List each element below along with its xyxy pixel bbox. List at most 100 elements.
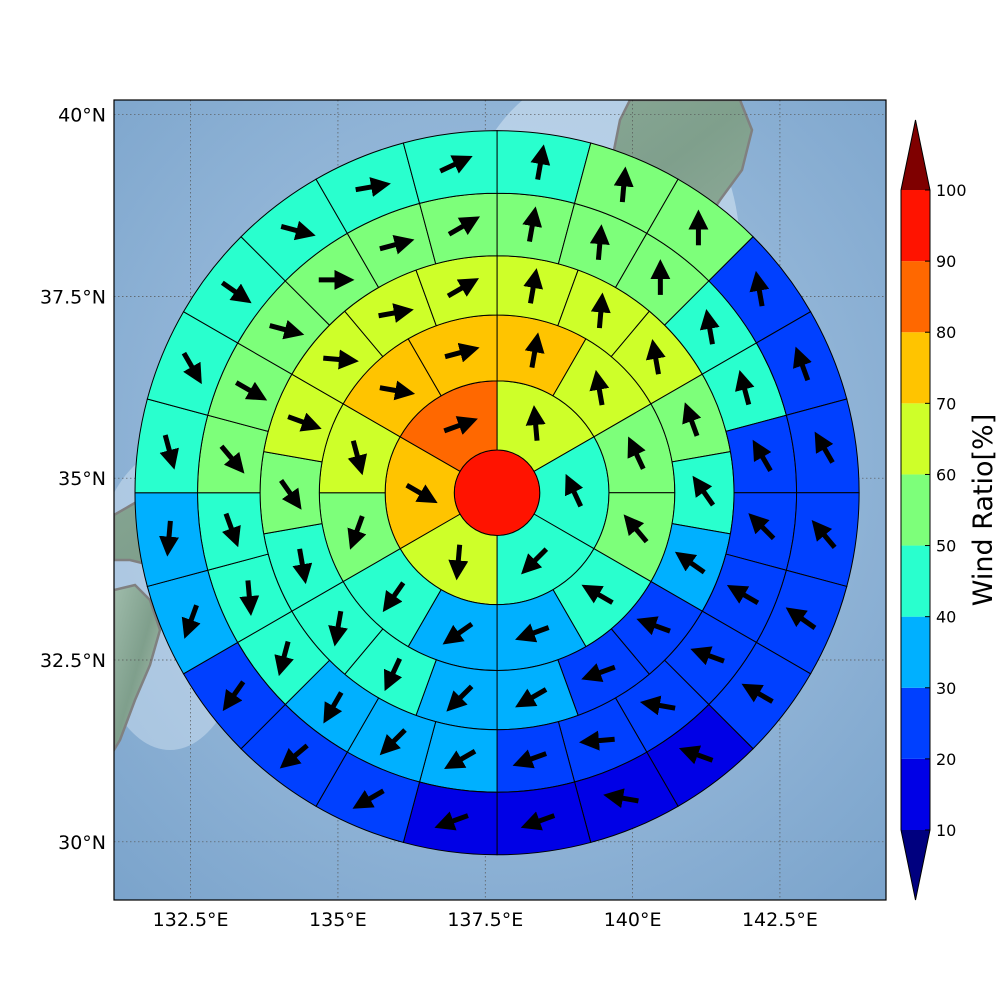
wind-arrow (347, 440, 368, 476)
wind-arrow (579, 730, 615, 751)
wind-arrow (446, 278, 480, 299)
wind-arrow (515, 623, 550, 643)
colorbar-bin (901, 190, 930, 262)
x-tick-label: 137.5°E (447, 909, 523, 931)
colorbar-tick-label: 20 (936, 750, 956, 769)
y-tick-label: 35°N (58, 468, 106, 490)
wind-arrow (735, 370, 755, 406)
wind-direction-arrows (159, 144, 837, 831)
wind-arrow (382, 581, 406, 613)
wind-arrow (279, 743, 309, 769)
wind-arrow (699, 308, 720, 345)
colorbar-label: Wind Ratio[%] (968, 414, 999, 606)
wind-arrow (525, 405, 546, 441)
wind-arrow (159, 520, 179, 557)
colorbar-tick-label: 40 (936, 608, 956, 627)
wind-arrow (383, 657, 403, 692)
kyushu-land (114, 583, 162, 753)
wind-arrow (524, 332, 545, 369)
wind-arrow (741, 683, 774, 704)
y-tick-label: 40°N (58, 105, 106, 127)
wind-arrow (347, 515, 367, 550)
y-tick-label: 37.5°N (40, 286, 106, 308)
wind-arrow (639, 695, 676, 716)
wind-arrow (726, 585, 760, 606)
wind-arrow (328, 610, 348, 647)
wind-arrow (603, 788, 639, 809)
wind-arrow (690, 646, 725, 666)
y-axis-ticks: 30°N 32.5°N 35°N 37.5°N 40°N (40, 105, 106, 854)
wind-arrow (627, 436, 646, 470)
wind-arrow (521, 547, 549, 575)
colorbar-tick-label: 80 (936, 323, 956, 342)
wind-arrow (442, 621, 474, 645)
wind-arrow (444, 749, 477, 770)
wind-arrow (352, 788, 385, 809)
wind-arrow (678, 745, 714, 765)
colorbar-tick-label: 90 (936, 252, 956, 271)
wind-arrow (355, 177, 391, 197)
wind-arrow (581, 663, 616, 682)
wind-arrow (749, 270, 770, 307)
colorbar-bin (901, 261, 930, 333)
colorbar-tick-label: 100 (936, 181, 967, 200)
wind-arrow (565, 473, 584, 508)
wind-arrow (323, 691, 344, 724)
wind-arrow (447, 216, 481, 237)
wind-arrow (280, 220, 316, 241)
colorbar-tick-label: 50 (936, 537, 956, 556)
wind-arrow (222, 680, 246, 712)
wind-arrow (323, 349, 359, 370)
wind-arrow (645, 339, 666, 375)
wind-arrow (274, 640, 294, 677)
wind-arrow (752, 439, 773, 472)
colorbar-tick-label: 60 (936, 465, 956, 484)
wind-arrow (181, 604, 201, 639)
wind-arrow (379, 728, 407, 756)
x-tick-label: 140°E (604, 909, 662, 931)
wind-arrow (636, 616, 671, 636)
wind-arrow (448, 544, 469, 581)
sector-cell (134, 492, 209, 588)
wind-arrow (234, 380, 268, 401)
wind-ratio-sectors (134, 130, 860, 856)
wind-arrow (181, 351, 202, 385)
colorbar-bin (901, 616, 930, 688)
wind-arrow (581, 584, 614, 605)
wind-arrow (379, 235, 415, 255)
wind-arrow (814, 431, 835, 464)
sector-cell (785, 492, 860, 588)
colorbar-bin (901, 758, 930, 830)
wind-arrow (378, 303, 414, 323)
wind-arrow (590, 292, 611, 329)
colorbar-extend-max (901, 120, 930, 190)
y-tick-label: 30°N (58, 832, 106, 854)
colorbar-bin (901, 687, 930, 759)
wind-arrow (523, 268, 544, 304)
colorbar-bin (901, 332, 930, 404)
x-tick-label: 132.5°E (153, 909, 229, 931)
colorbar-bin (901, 545, 930, 617)
wind-arrow (434, 811, 469, 831)
wind-arrow (239, 580, 260, 617)
wind-arrow (446, 684, 474, 712)
colorbar-extend-min (901, 830, 930, 900)
colorbar-tick-label: 70 (936, 394, 956, 413)
wind-arrow (219, 444, 245, 474)
wind-arrow (444, 342, 480, 363)
wind-arrow (785, 607, 817, 630)
wind-arrow (623, 514, 649, 544)
colorbar-tick-label: 30 (936, 679, 956, 698)
colorbar: 10 20 30 40 50 60 70 80 90 100 Wind Ratio[%] (900, 119, 999, 901)
x-tick-label: 142.5°E (742, 909, 818, 931)
wind-arrow (443, 416, 478, 435)
wind-arrow (748, 513, 776, 541)
colorbar-bin (901, 403, 930, 475)
y-tick-label: 32.5°N (40, 650, 106, 672)
wind-arrow (379, 380, 416, 401)
wind-arrow (811, 520, 837, 550)
wind-arrow (530, 144, 551, 180)
sector-cell (402, 781, 498, 856)
wind-arrow (220, 280, 252, 304)
